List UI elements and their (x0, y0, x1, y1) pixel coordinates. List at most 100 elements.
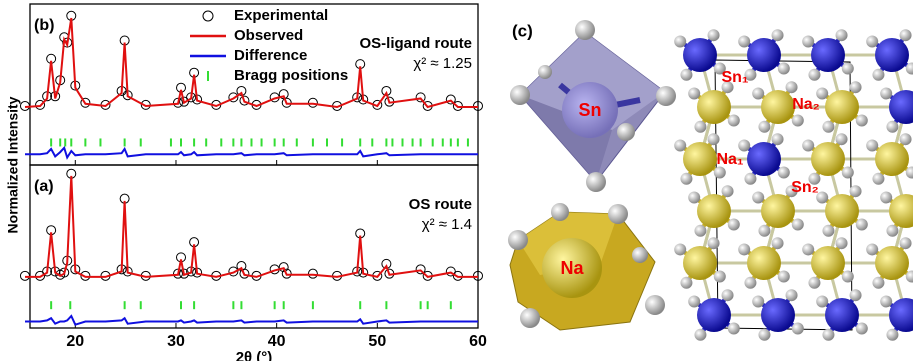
annotation: OS route (409, 196, 472, 213)
ligand-atom (880, 191, 892, 203)
ligand-atom (856, 323, 868, 335)
sn-atom (747, 142, 781, 176)
ligand-atom (880, 295, 892, 307)
x-axis-label: 2θ (°) (236, 349, 273, 361)
sn-atom (747, 38, 781, 72)
ligand-atom (778, 271, 790, 283)
ligand-atom (872, 173, 884, 185)
ligand-atom (694, 121, 706, 133)
atom-label: Sn (578, 100, 601, 120)
ligand-atom (674, 35, 686, 47)
ligand-atom (744, 277, 756, 289)
ligand-atom (886, 225, 898, 237)
x-tick-label: 40 (268, 333, 286, 350)
ligand-atom (752, 295, 764, 307)
ligand-atom (816, 295, 828, 307)
figure: (c) Sn Na Sn₁ Na₂ Na₁ Sn₂ (b)OS-ligand r… (0, 0, 913, 361)
ligand-atom (802, 139, 814, 151)
legend-marker (203, 11, 213, 21)
data-point (308, 269, 317, 278)
atom-label: Na₂ (792, 96, 820, 113)
annotation: OS-ligand route (360, 35, 473, 52)
legend-label: Observed (234, 27, 303, 44)
sn-atom (697, 298, 731, 332)
ligand-atom (708, 133, 720, 145)
ligand-atom (872, 277, 884, 289)
ligand-atom (680, 277, 692, 289)
atom-label: Sn₁ (721, 69, 748, 86)
sn-atom (761, 298, 795, 332)
ligand-atom (842, 271, 854, 283)
data-point (20, 271, 29, 280)
atom-label: Na₁ (716, 151, 743, 168)
na-atom (825, 90, 859, 124)
ligand-atom (680, 69, 692, 81)
na-atom (683, 246, 717, 280)
annotation: χ² ≈ 1.25 (413, 55, 472, 72)
ligand-atom (688, 295, 700, 307)
ligand-atom (880, 87, 892, 99)
data-line (25, 316, 478, 325)
na-atom (761, 90, 795, 124)
structure-panel: (c) Sn Na Sn₁ Na₂ Na₁ Sn₂ (508, 20, 913, 341)
sn-atom (683, 38, 717, 72)
ligand-atom (786, 289, 798, 301)
legend-label: Difference (234, 47, 307, 64)
ligand-atom (886, 121, 898, 133)
x-tick-label: 30 (167, 333, 185, 350)
ligand-atom (856, 219, 868, 231)
ligand-atom (866, 35, 878, 47)
panel-label: (c) (512, 21, 533, 40)
ligand-atom (802, 35, 814, 47)
ligand-atom (674, 139, 686, 151)
ligand-atom (688, 191, 700, 203)
ligand-atom (728, 219, 740, 231)
ligand-atom (778, 167, 790, 179)
ligand-atom (738, 139, 750, 151)
ligand-atom (758, 329, 770, 341)
ligand-atom (842, 63, 854, 75)
na-atom (697, 194, 731, 228)
ligand-atom (674, 243, 686, 255)
ligand-atom (872, 69, 884, 81)
ligand-atom (802, 243, 814, 255)
ligand-atom (792, 323, 804, 335)
legend-label: Experimental (234, 7, 328, 24)
ligand-atom (758, 121, 770, 133)
sn-atom (875, 38, 909, 72)
ligand-atom (680, 173, 692, 185)
na-atom (811, 142, 845, 176)
ligand-atom (744, 173, 756, 185)
ligand-atom (772, 237, 784, 249)
na-atom (811, 246, 845, 280)
ligand-atom (688, 87, 700, 99)
x-tick-label: 20 (66, 333, 84, 350)
ligand-atom (708, 237, 720, 249)
ligand-atom (866, 139, 878, 151)
ligand-atom (772, 29, 784, 41)
na-atom (875, 246, 909, 280)
na-atom (683, 142, 717, 176)
legend-label: Bragg positions (234, 67, 348, 84)
ligand-atom (792, 115, 804, 127)
ligand-atom (836, 237, 848, 249)
na-atom (747, 246, 781, 280)
ligand-atom (900, 237, 912, 249)
na-atom (889, 194, 913, 228)
na-atom (875, 142, 909, 176)
ligand-atom (714, 167, 726, 179)
ligand-atom (836, 133, 848, 145)
data-point (416, 93, 425, 102)
ligand-atom (808, 277, 820, 289)
sn-atom (825, 298, 859, 332)
ligand-atom (866, 243, 878, 255)
data-line (25, 176, 478, 277)
na-atom (761, 194, 795, 228)
ligand-atom (886, 329, 898, 341)
x-tick-label: 60 (469, 333, 487, 350)
x-tick-label: 50 (368, 333, 386, 350)
ligand-atom (758, 225, 770, 237)
ligand-atom (842, 167, 854, 179)
ligand-atom (792, 219, 804, 231)
ligand-atom (722, 185, 734, 197)
